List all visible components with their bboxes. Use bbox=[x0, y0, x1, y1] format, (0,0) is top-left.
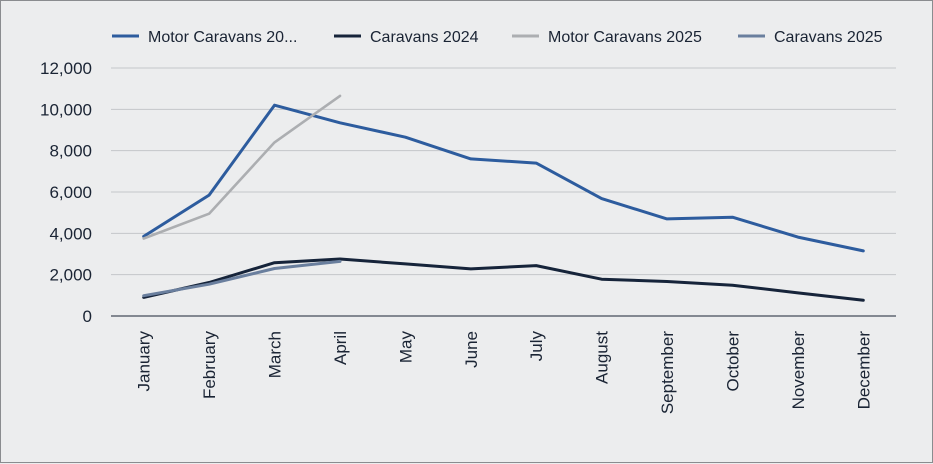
y-tick-label: 2,000 bbox=[49, 266, 92, 285]
x-axis-ticks: January February March April May June July Augu… bbox=[135, 331, 874, 415]
x-tick-label: April bbox=[331, 331, 350, 365]
x-tick-label: December bbox=[854, 331, 873, 410]
x-tick-label: January bbox=[135, 331, 154, 392]
series-line-motor-caravans-2024 bbox=[144, 105, 864, 251]
x-tick-label: August bbox=[593, 331, 612, 384]
series-lines bbox=[144, 96, 864, 301]
x-tick-label: February bbox=[200, 331, 219, 400]
y-axis-ticks: 0 2,000 4,000 6,000 8,000 10,000 12,000 bbox=[40, 59, 92, 326]
series-line-caravans-2025 bbox=[144, 261, 340, 295]
y-tick-label: 12,000 bbox=[40, 59, 92, 78]
x-tick-label: May bbox=[396, 331, 415, 364]
x-tick-label: September bbox=[658, 331, 677, 414]
legend-item: Caravans 2024 bbox=[334, 29, 479, 46]
legend-label: Motor Caravans 2025 bbox=[548, 29, 702, 46]
legend-label: Motor Caravans 20... bbox=[148, 29, 297, 46]
y-tick-label: 6,000 bbox=[49, 183, 92, 202]
legend-item: Motor Caravans 2025 bbox=[512, 29, 702, 46]
y-tick-label: 4,000 bbox=[49, 224, 92, 243]
y-tick-label: 10,000 bbox=[40, 100, 92, 119]
y-tick-label: 8,000 bbox=[49, 142, 92, 161]
x-tick-label: November bbox=[789, 331, 808, 410]
legend: Motor Caravans 20... Caravans 2024 Motor C… bbox=[112, 29, 883, 46]
series-line-caravans-2024 bbox=[144, 259, 864, 300]
x-tick-label: October bbox=[723, 331, 742, 392]
legend-label: Caravans 2025 bbox=[774, 29, 883, 46]
x-tick-label: March bbox=[266, 331, 285, 378]
y-tick-label: 0 bbox=[83, 307, 92, 326]
legend-label: Caravans 2024 bbox=[370, 29, 479, 46]
x-tick-label: June bbox=[462, 331, 481, 368]
legend-item: Caravans 2025 bbox=[738, 29, 883, 46]
legend-item: Motor Caravans 20... bbox=[112, 29, 297, 46]
x-tick-label: July bbox=[527, 331, 546, 362]
